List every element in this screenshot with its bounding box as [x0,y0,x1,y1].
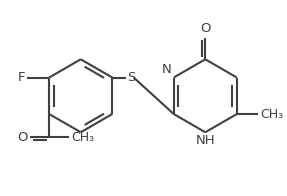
Text: F: F [18,71,25,84]
Text: NH: NH [195,134,215,147]
Text: N: N [162,63,172,76]
Text: CH₃: CH₃ [260,108,283,121]
Text: O: O [17,131,27,144]
Text: S: S [127,71,136,84]
Text: CH₃: CH₃ [71,131,94,144]
Text: O: O [200,22,211,35]
